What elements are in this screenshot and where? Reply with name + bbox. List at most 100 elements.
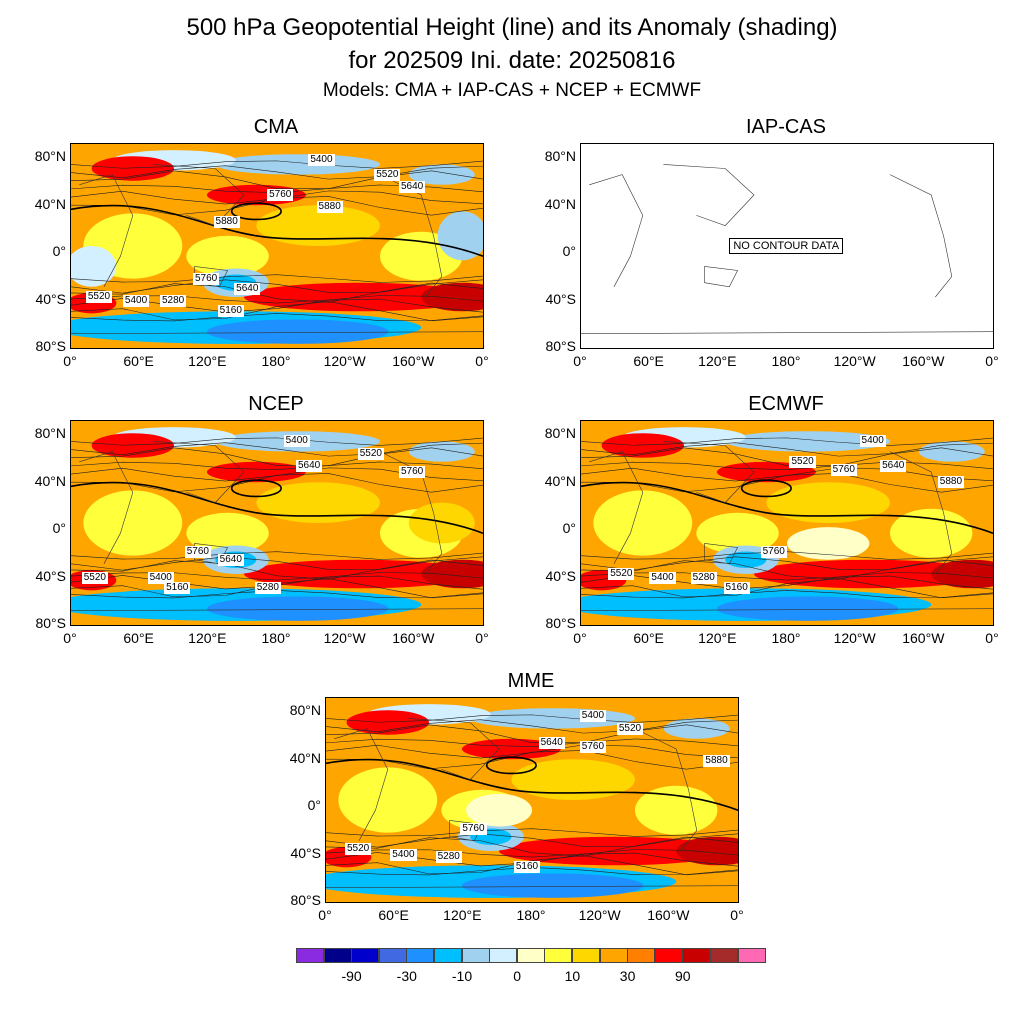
anomaly-patch — [470, 708, 635, 729]
contour-label: 5160 — [217, 305, 244, 318]
anomaly-patch — [918, 441, 985, 462]
lon-tick-label: 160°W — [392, 630, 435, 646]
height-contour — [326, 738, 738, 747]
colorbar-label: -30 — [396, 968, 417, 984]
lon-tick-label: 120°E — [698, 353, 737, 369]
colorbar-swatch — [489, 948, 518, 963]
lon-tick-label: 0° — [573, 630, 587, 646]
anomaly-patch — [421, 559, 483, 589]
lon-tick-label: 0° — [730, 907, 744, 923]
contour-label: 5520 — [357, 447, 384, 460]
height-contour — [71, 461, 483, 470]
height-contour — [326, 855, 738, 876]
height-contour — [71, 559, 483, 580]
lat-tick-label: 40°N — [544, 195, 576, 212]
lat-tick-label: 40°N — [289, 749, 321, 766]
lon-tick-label: 0° — [985, 353, 999, 369]
lat-tick-label: 40°S — [545, 290, 576, 307]
contour-label: 5400 — [579, 710, 607, 723]
anomaly-patch — [716, 596, 899, 621]
anomaly-patch — [338, 767, 438, 833]
colorbar-label: 30 — [619, 968, 636, 984]
anomaly-patch — [206, 596, 389, 621]
colorbar-label: -10 — [451, 968, 473, 984]
height-contour — [71, 313, 483, 322]
lon-tick-label: 0° — [475, 353, 489, 369]
contour-5880-closed — [485, 756, 537, 775]
anomaly-patch — [83, 490, 183, 556]
lon-tick-label: 180° — [771, 630, 801, 646]
lat-tick-label: 80°S — [545, 338, 576, 354]
colorbar-swatch — [406, 948, 435, 963]
anomaly-patch — [421, 282, 483, 312]
map-plot-area: 5400 5520 5640 5760 5880 5760 5520 5400 5280 5160 — [325, 697, 739, 903]
coastline — [71, 608, 483, 612]
lat-tick-label: 40°N — [34, 195, 66, 212]
contour-label: 5400 — [390, 849, 417, 862]
anomaly-patch — [408, 441, 475, 462]
lat-tick-label: 0° — [307, 797, 321, 813]
contour-label: 5880 — [316, 201, 343, 214]
height-contour — [71, 170, 483, 190]
contour-label: 5400 — [147, 572, 174, 585]
lat-tick-label: 40°S — [35, 290, 66, 307]
contour-5880-closed — [230, 479, 282, 498]
lat-tick-label: 80°S — [290, 892, 321, 908]
colorbar-swatch — [682, 948, 711, 963]
anomaly-patch — [787, 527, 870, 560]
contour-label: 5400 — [308, 154, 335, 167]
lat-tick-label: 80°N — [544, 148, 576, 164]
colorbar-swatch — [516, 948, 545, 963]
map-plot-area: 5400 5520 5640 5760 5880 5760 5520 5400 5280 5160 — [580, 420, 994, 626]
anomaly-patch — [766, 482, 890, 523]
height-contour — [71, 473, 483, 493]
anomaly-patch — [696, 512, 779, 554]
colorbar-swatch — [378, 948, 407, 963]
lat-tick-label: 80°N — [34, 148, 66, 164]
lon-tick-label: 160°W — [647, 907, 690, 923]
lon-tick-label: 60°E — [633, 630, 664, 646]
lon-tick-label: 120°W — [833, 353, 876, 369]
contour-label: 5640 — [295, 459, 323, 472]
anomaly-patch — [437, 211, 483, 261]
coastline — [379, 451, 443, 575]
contour-label: 5280 — [435, 851, 462, 864]
height-contour — [326, 719, 738, 734]
lat-tick-label: 40°N — [544, 472, 576, 489]
coastline — [704, 266, 739, 288]
contour-label: 5760 — [579, 740, 607, 753]
height-contour — [326, 750, 738, 770]
contour-label: 5880 — [213, 215, 240, 228]
contour-label: 5880 — [703, 755, 730, 768]
colorbar-swatch — [323, 948, 352, 963]
panel-title: ECMWF — [748, 393, 824, 415]
contour-label: 5160 — [164, 582, 191, 595]
lon-tick-label: 60°E — [123, 630, 154, 646]
colorbar-swatch — [737, 948, 766, 963]
contour-label: 5760 — [184, 545, 211, 558]
panel-title: CMA — [253, 116, 299, 138]
coastline — [704, 543, 739, 565]
panel-title: IAP-CAS — [745, 116, 827, 138]
lon-tick-label: 120°E — [698, 630, 737, 646]
anomaly-patch — [461, 873, 644, 898]
lat-tick-label: 0° — [562, 243, 576, 259]
map-svg — [581, 164, 993, 335]
anomaly-patch — [461, 738, 561, 760]
height-contour — [581, 467, 993, 482]
coastline — [663, 441, 755, 503]
coastline — [634, 728, 698, 852]
contour-label: 5640 — [538, 736, 565, 749]
lat-tick-label: 80°S — [35, 615, 66, 631]
lat-tick-label: 0° — [52, 520, 66, 536]
lat-tick-label: 80°S — [545, 615, 576, 631]
coastline — [334, 728, 389, 841]
lon-tick-label: 120°E — [188, 630, 227, 646]
lat-tick-label: 80°N — [34, 425, 66, 441]
contour-label: 5280 — [690, 572, 717, 585]
anomaly-patch — [511, 759, 635, 800]
lon-tick-label: 60°E — [378, 907, 409, 923]
height-contour — [71, 551, 483, 560]
height-contour — [581, 447, 993, 467]
lon-tick-label: 120°W — [833, 630, 876, 646]
